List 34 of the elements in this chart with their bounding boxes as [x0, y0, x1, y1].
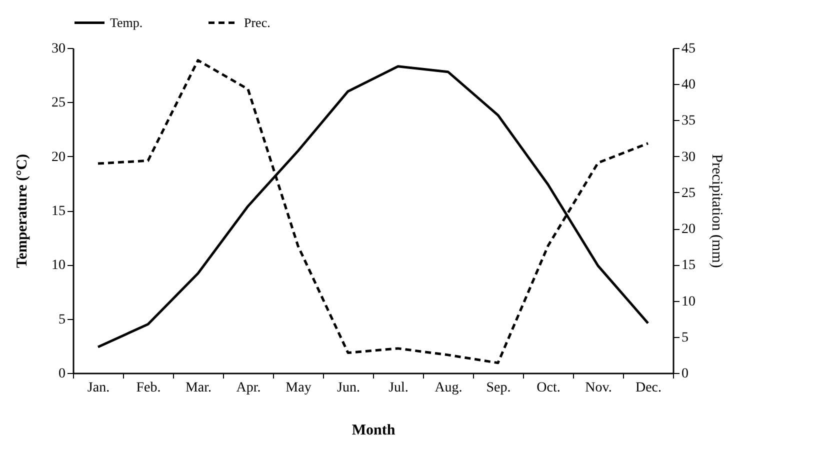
y-tick-label: 20 [52, 150, 66, 165]
legend-label: Temp. [110, 14, 143, 30]
x-tick-label: Nov. [585, 380, 612, 396]
y-tick-label: 25 [52, 96, 66, 111]
y2-tick-label: 35 [682, 114, 696, 129]
x-tick-label: Sep. [486, 380, 511, 396]
legend-label: Prec. [244, 14, 270, 30]
y-tick-label: 15 [52, 204, 66, 219]
x-tick-label: Jan. [87, 380, 110, 396]
y-tick-label: 10 [52, 258, 66, 274]
x-axis-title: Month [352, 422, 396, 438]
y2-tick-label: 45 [682, 42, 696, 56]
x-tick-label: Mar. [185, 380, 212, 396]
y2-tick-label: 30 [682, 150, 696, 165]
y2-tick-label: 15 [682, 258, 696, 274]
x-tick-label: Dec. [635, 380, 662, 396]
x-tick-label: Jul. [388, 380, 408, 396]
y-tick-label: 5 [58, 312, 66, 328]
y2-tick-label: 20 [682, 222, 696, 238]
x-tick-label: May [286, 380, 312, 396]
y2-axis-title: Precipitation (mm) [708, 154, 724, 268]
y-axis-title: Temperature (°C) [14, 154, 30, 268]
y-tick-label: 0 [58, 366, 66, 382]
y2-tick-label: 0 [682, 366, 688, 382]
y2-tick-label: 10 [682, 294, 696, 310]
y2-tick-label: 5 [682, 330, 688, 346]
x-tick-label: Aug. [434, 380, 462, 396]
x-tick-label: Jun. [337, 380, 360, 396]
y2-tick-label: 40 [682, 78, 696, 93]
x-tick-label: Apr. [236, 380, 261, 396]
x-tick-label: Feb. [136, 380, 161, 396]
y-tick-label: 30 [52, 42, 66, 56]
y2-tick-label: 25 [682, 186, 696, 201]
x-tick-label: Oct. [536, 380, 560, 396]
